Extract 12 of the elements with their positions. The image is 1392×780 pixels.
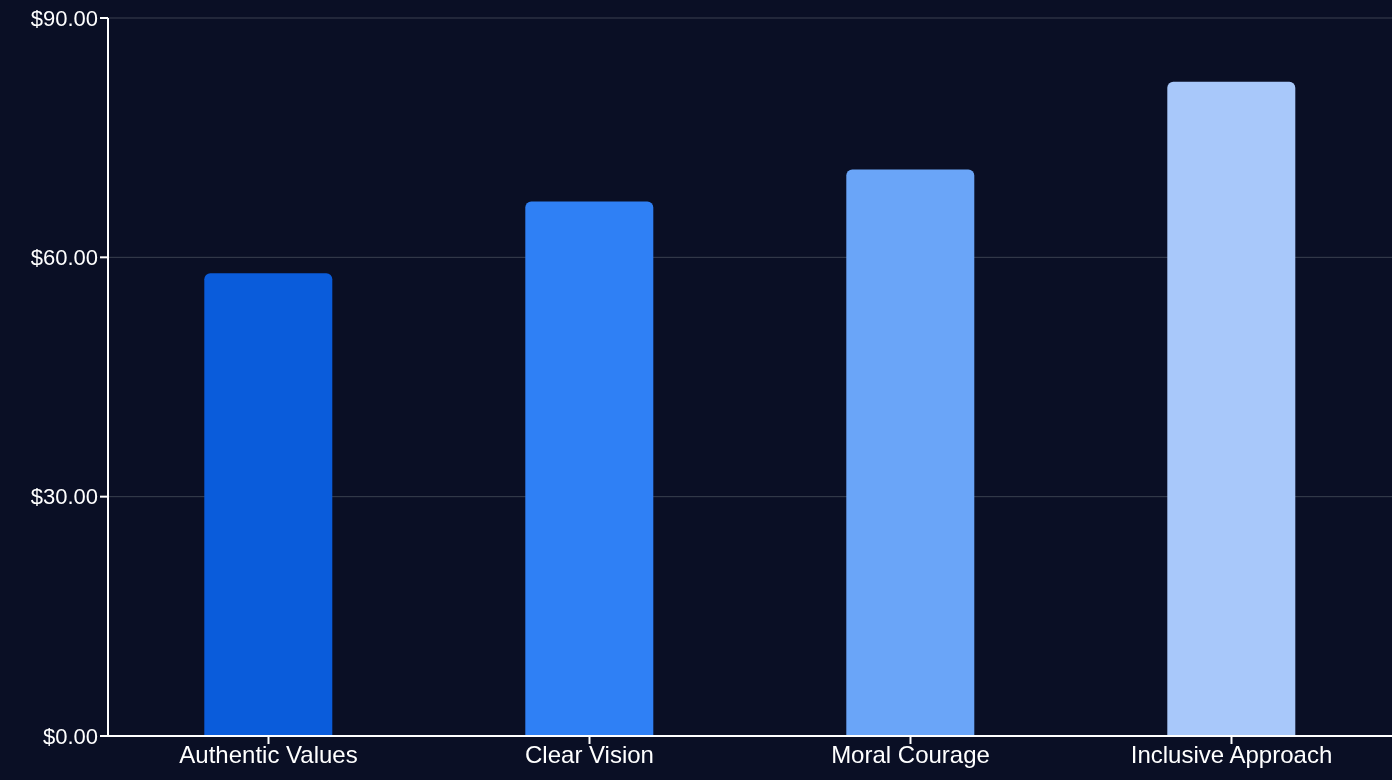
y-tick-label: $0.00: [42, 723, 98, 749]
bar: [204, 273, 333, 736]
y-tick-label: $60.00: [30, 245, 98, 271]
bar: [525, 201, 654, 736]
bar: [846, 169, 975, 736]
y-tick-label: $30.00: [30, 484, 98, 510]
y-tick-label: $90.00: [30, 5, 98, 31]
bar: [1167, 81, 1296, 736]
x-tick-label: Authentic Values: [179, 741, 358, 769]
x-tick-label: Clear Vision: [525, 741, 654, 769]
x-tick-label: Moral Courage: [831, 741, 990, 769]
x-tick-label: Inclusive Approach: [1130, 741, 1333, 769]
